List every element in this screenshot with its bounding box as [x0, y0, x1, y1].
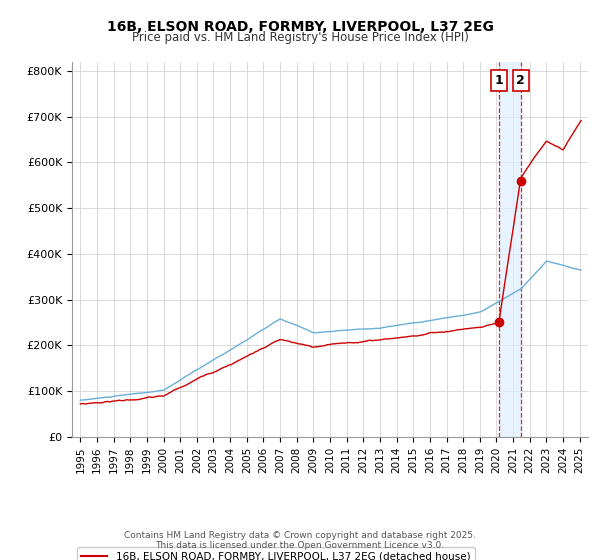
Text: 1: 1 — [494, 74, 503, 87]
Text: Contains HM Land Registry data © Crown copyright and database right 2025.
This d: Contains HM Land Registry data © Crown c… — [124, 530, 476, 550]
Text: Price paid vs. HM Land Registry's House Price Index (HPI): Price paid vs. HM Land Registry's House … — [131, 31, 469, 44]
Bar — [499, 62, 521, 437]
Text: 2: 2 — [517, 74, 525, 87]
Text: 16B, ELSON ROAD, FORMBY, LIVERPOOL, L37 2EG: 16B, ELSON ROAD, FORMBY, LIVERPOOL, L37 … — [107, 20, 493, 34]
Legend: 16B, ELSON ROAD, FORMBY, LIVERPOOL, L37 2EG (detached house), HPI: Average price: 16B, ELSON ROAD, FORMBY, LIVERPOOL, L37 … — [77, 547, 475, 560]
